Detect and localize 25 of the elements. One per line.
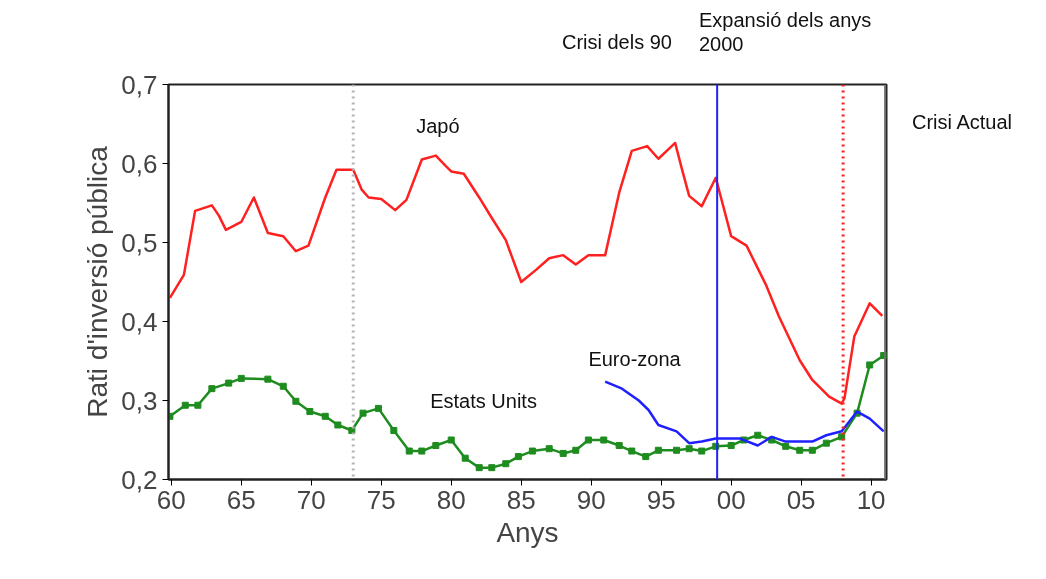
y-axis-title: Rati d'inversió pública: [82, 145, 114, 418]
series-label: Estats Units: [430, 390, 537, 413]
y-tick-label: 0,5: [121, 227, 158, 258]
y-tick-label: 0,7: [121, 69, 158, 100]
x-tick-label: 05: [786, 484, 816, 515]
x-tick-label: 00: [716, 484, 746, 515]
x-axis-title: Anys: [496, 516, 559, 548]
x-tick-label: 90: [576, 484, 606, 515]
x-tick-label: 10: [856, 484, 886, 515]
x-tick-label: 85: [506, 484, 536, 515]
series-label: Japó: [416, 115, 460, 138]
text: Crisi dels 90: [561, 30, 672, 54]
x-tick-label: 70: [296, 484, 326, 515]
x-tick-label: 75: [366, 484, 396, 515]
y-tick-label: 0,4: [121, 306, 158, 337]
x-tick-label: 80: [436, 484, 466, 515]
x-tick-label: 95: [646, 484, 676, 515]
series-label: Euro-zona: [588, 348, 682, 371]
y-tick-label: 0,6: [121, 148, 158, 179]
x-tick-label: 60: [156, 484, 186, 515]
ref-line-label: Expansió dels anys 2000: [699, 8, 872, 56]
y-tick-label: 0,2: [121, 464, 158, 495]
ref-line-label: Crisi Actual: [912, 110, 1013, 134]
x-tick-label: 65: [226, 484, 256, 515]
y-tick-label: 0,3: [121, 385, 158, 416]
